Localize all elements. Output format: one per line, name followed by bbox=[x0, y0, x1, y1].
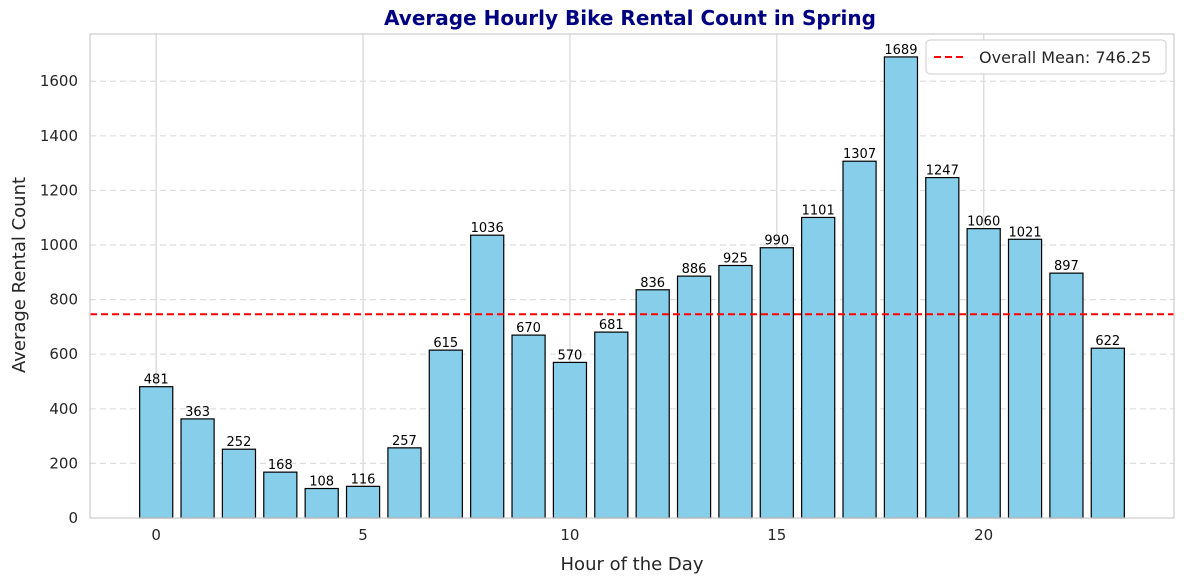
y-tick-label: 200 bbox=[49, 454, 78, 472]
bar-value-label: 990 bbox=[764, 234, 789, 249]
x-tick-label: 15 bbox=[767, 526, 786, 544]
bar-hour-17 bbox=[842, 160, 877, 519]
bar-hour-11 bbox=[594, 331, 629, 519]
bar-value-label: 1307 bbox=[843, 147, 876, 162]
bar-value-label: 897 bbox=[1054, 259, 1079, 274]
bar-hour-4 bbox=[304, 487, 339, 519]
bar-value-label: 363 bbox=[185, 405, 210, 420]
plot-frame bbox=[89, 33, 1175, 519]
bar-value-label: 252 bbox=[227, 435, 252, 450]
bar-hour-6 bbox=[387, 447, 422, 519]
bar-value-label: 886 bbox=[682, 262, 707, 277]
bar-hour-3 bbox=[263, 471, 298, 519]
y-tick-label: 1400 bbox=[40, 127, 78, 145]
bar-value-label: 1036 bbox=[471, 221, 504, 236]
bar-value-label: 116 bbox=[351, 472, 376, 487]
bar-value-label: 836 bbox=[640, 276, 665, 291]
x-tick-label: 10 bbox=[560, 526, 579, 544]
x-axis-label: Hour of the Day bbox=[561, 554, 704, 575]
y-tick-label: 1600 bbox=[40, 72, 78, 90]
chart-title: Average Hourly Bike Rental Count in Spri… bbox=[384, 6, 876, 30]
legend: Overall Mean: 746.25 bbox=[925, 39, 1167, 75]
bar-value-label: 570 bbox=[558, 348, 583, 363]
bar-hour-16 bbox=[801, 216, 836, 519]
bar-hour-5 bbox=[345, 485, 381, 519]
bar-value-label: 925 bbox=[723, 251, 748, 266]
bar-hour-23 bbox=[1090, 347, 1125, 519]
bar-hour-9 bbox=[511, 334, 546, 519]
bar-hour-8 bbox=[470, 234, 505, 519]
bar-hour-1 bbox=[180, 418, 215, 519]
bar-hour-15 bbox=[759, 247, 794, 519]
bars bbox=[139, 56, 1125, 519]
bar-hour-2 bbox=[221, 448, 257, 519]
bar-hour-13 bbox=[676, 275, 712, 519]
bar-hour-22 bbox=[1049, 272, 1084, 519]
bar-hour-10 bbox=[552, 361, 588, 519]
bar-value-label: 622 bbox=[1095, 334, 1120, 349]
bar-hour-14 bbox=[718, 264, 753, 519]
bar-value-label: 481 bbox=[144, 373, 169, 388]
legend-mean-label: Overall Mean: 746.25 bbox=[979, 48, 1151, 67]
y-tick-label: 800 bbox=[49, 291, 78, 309]
y-axis-label: Average Rental Count bbox=[9, 177, 30, 373]
bar-value-label: 108 bbox=[309, 475, 334, 490]
x-tick-label: 20 bbox=[974, 526, 993, 544]
bar-hour-0 bbox=[139, 386, 174, 519]
x-tick-label: 0 bbox=[151, 526, 161, 544]
legend-box bbox=[925, 39, 1167, 75]
bar-value-label: 168 bbox=[268, 458, 293, 473]
bar-hour-18 bbox=[883, 56, 919, 519]
y-tick-label: 600 bbox=[49, 345, 78, 363]
y-tick-label: 1000 bbox=[40, 236, 78, 254]
bar-hour-20 bbox=[966, 228, 1001, 519]
y-tick-label: 1200 bbox=[40, 181, 78, 199]
y-tick-label: 400 bbox=[49, 400, 78, 418]
bar-value-label: 1060 bbox=[967, 215, 1000, 230]
bar-hour-12 bbox=[635, 289, 670, 519]
bar-hour-7 bbox=[428, 349, 463, 519]
y-tick-label: 0 bbox=[68, 509, 78, 527]
data-labels: 481 363 252 168 108 116 257 615 1036 670 570 681 836… bbox=[144, 43, 1120, 490]
bar-value-label: 1021 bbox=[1009, 225, 1042, 240]
bar-hour-19 bbox=[925, 176, 960, 519]
bar-value-label: 615 bbox=[433, 336, 458, 351]
bar-hour-21 bbox=[1007, 238, 1043, 519]
bar-value-label: 1101 bbox=[802, 203, 835, 218]
bar-value-label: 257 bbox=[392, 434, 417, 449]
bar-value-label: 670 bbox=[516, 321, 541, 336]
bar-value-label: 1689 bbox=[884, 43, 917, 58]
x-tick-label: 5 bbox=[358, 526, 368, 544]
bar-value-label: 1247 bbox=[926, 164, 959, 179]
bar-value-label: 681 bbox=[599, 318, 624, 333]
